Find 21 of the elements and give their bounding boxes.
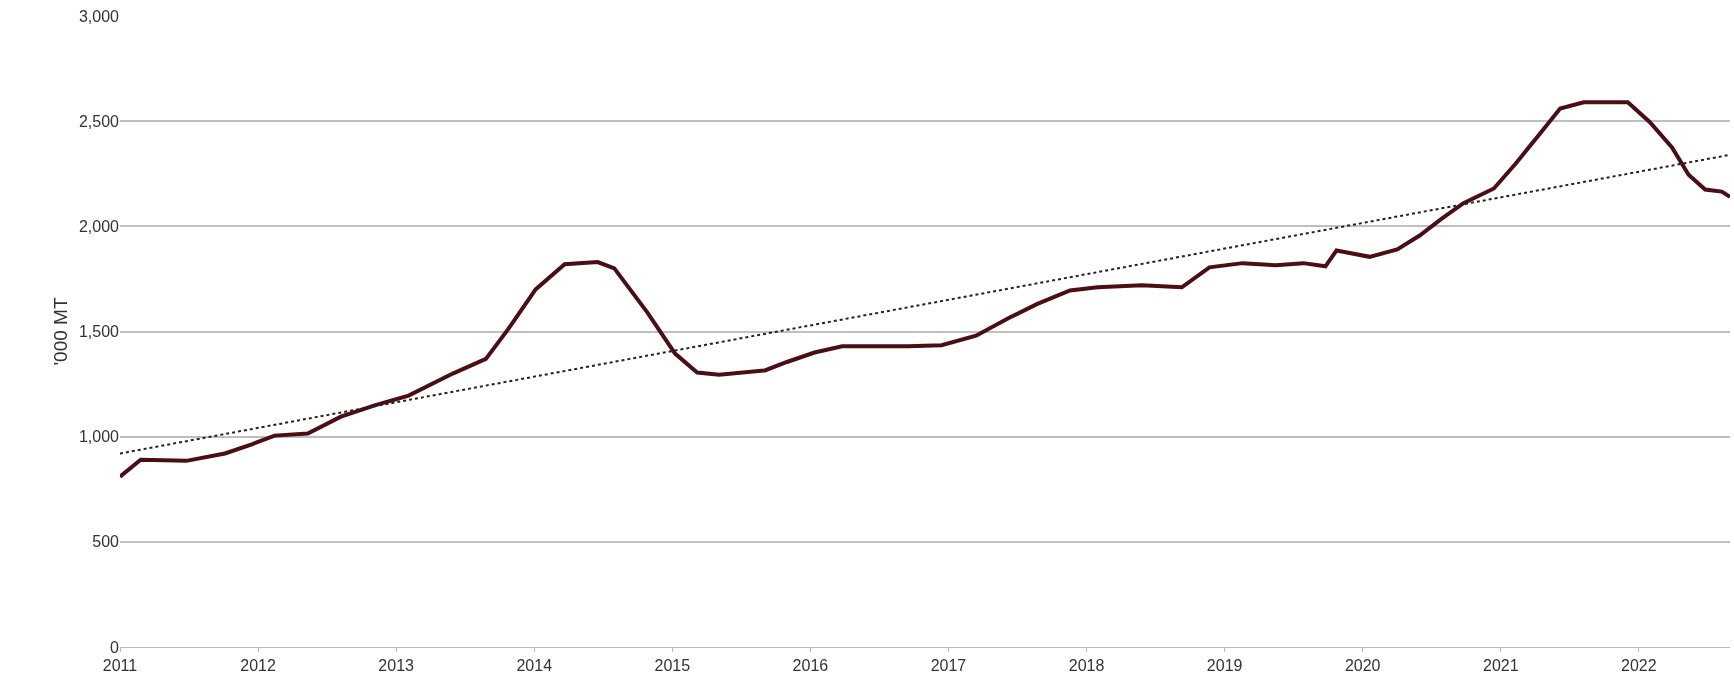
y-tick-label: 0 <box>110 638 120 656</box>
x-tick-label: 2020 <box>1344 657 1381 675</box>
x-tick-label: 2012 <box>240 657 276 675</box>
x-tick-label: 2016 <box>792 657 829 675</box>
x-tick-label: 2014 <box>516 657 553 675</box>
y-axis-title: '000 MT <box>49 297 71 366</box>
y-tick-label: 3,000 <box>78 7 120 25</box>
x-tick-label: 2015 <box>654 657 691 675</box>
y-tick-label: 1,000 <box>78 428 120 446</box>
x-tick-label: 2018 <box>1068 657 1105 675</box>
y-tick-label: 2,000 <box>78 217 120 235</box>
x-tick-label: 2011 <box>102 657 138 675</box>
y-tick-label: 500 <box>92 533 120 551</box>
x-tick-label: 2019 <box>1206 657 1243 675</box>
x-tick-label: 2013 <box>378 657 415 675</box>
x-tick-label: 2021 <box>1482 657 1519 675</box>
line-series <box>120 100 1730 479</box>
x-tick-label: 2022 <box>1621 657 1657 675</box>
x-tick-label: 2017 <box>930 657 967 675</box>
y-tick-label: 1,500 <box>78 323 120 341</box>
y-tick-label: 2,500 <box>78 112 120 130</box>
